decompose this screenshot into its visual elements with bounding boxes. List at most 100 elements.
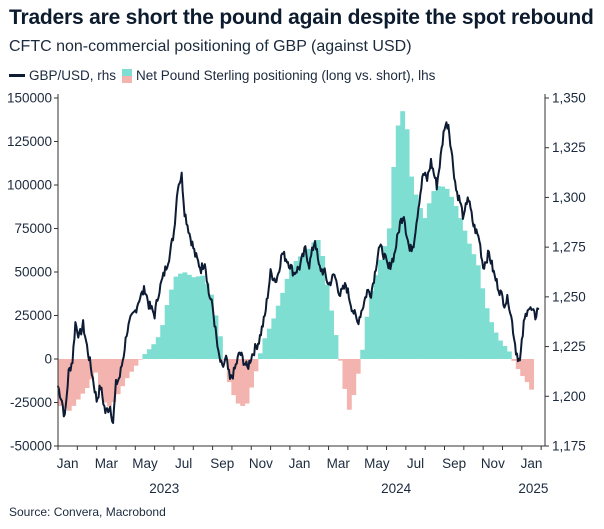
position-bar bbox=[320, 255, 326, 359]
position-bar bbox=[102, 359, 108, 403]
legend-line-swatch bbox=[9, 74, 25, 77]
position-bar bbox=[235, 359, 241, 404]
position-bar bbox=[93, 359, 99, 373]
x-tick-label: Mar bbox=[327, 456, 351, 471]
position-bar bbox=[378, 259, 383, 359]
position-bar bbox=[342, 359, 348, 389]
position-bar bbox=[498, 340, 503, 359]
position-bar bbox=[435, 186, 441, 359]
left-tick-label: -50000 bbox=[10, 439, 52, 454]
line-series bbox=[57, 121, 540, 425]
right-tick-label: 1,350 bbox=[552, 91, 586, 106]
x-tick-label: Jan bbox=[289, 456, 311, 471]
position-bar bbox=[426, 203, 432, 359]
left-tick-label: 75000 bbox=[14, 221, 52, 236]
position-bar bbox=[373, 275, 379, 359]
position-bar bbox=[173, 276, 179, 359]
x-tick-label: May bbox=[132, 456, 158, 471]
position-bar bbox=[209, 294, 214, 359]
x-year-label: 2023 bbox=[149, 481, 179, 496]
position-bar bbox=[400, 111, 406, 359]
position-bar bbox=[204, 283, 210, 359]
position-bar bbox=[458, 218, 463, 359]
x-tick-label: Jul bbox=[175, 456, 192, 471]
axes: 150000 125000 100000 75000 50000 25000 0 -25000… bbox=[7, 91, 586, 497]
left-tick-label: -25000 bbox=[10, 395, 52, 410]
position-bar bbox=[502, 345, 508, 359]
position-bar bbox=[493, 332, 499, 359]
position-bar bbox=[391, 167, 397, 359]
position-bar bbox=[293, 260, 299, 359]
x-year-label: 2025 bbox=[518, 481, 548, 496]
position-bar bbox=[364, 316, 370, 359]
position-bar bbox=[75, 359, 81, 400]
position-bar bbox=[266, 328, 272, 359]
position-bar bbox=[133, 359, 139, 366]
right-tick-label: 1,200 bbox=[552, 389, 586, 404]
position-bar bbox=[475, 265, 481, 359]
position-bar bbox=[71, 359, 77, 406]
legend: GBP/USD, rhs Net Pound Sterling position… bbox=[9, 68, 435, 83]
gbpusd-line bbox=[57, 121, 540, 425]
position-bar bbox=[62, 359, 68, 409]
position-bar bbox=[66, 359, 72, 411]
left-tick-label: 125000 bbox=[7, 134, 52, 149]
position-bar bbox=[258, 353, 263, 359]
position-bar bbox=[169, 289, 174, 359]
left-tick-label: 25000 bbox=[14, 308, 52, 323]
position-bar bbox=[418, 208, 423, 359]
position-bar bbox=[244, 359, 250, 404]
position-bar bbox=[329, 310, 334, 359]
chart-subtitle: CFTC non-commercial positioning of GBP (… bbox=[9, 38, 412, 55]
right-tick-label: 1,250 bbox=[552, 289, 586, 304]
position-bar bbox=[84, 359, 90, 389]
position-bar bbox=[164, 305, 170, 359]
position-bar bbox=[58, 359, 63, 406]
position-bar bbox=[346, 359, 352, 410]
position-bar bbox=[511, 359, 517, 361]
legend-bar-label: Net Pound Sterling positioning (long vs.… bbox=[136, 68, 436, 83]
position-bar bbox=[471, 254, 477, 359]
position-bar bbox=[284, 278, 290, 359]
right-tick-label: 1,300 bbox=[552, 190, 586, 205]
position-bar bbox=[106, 359, 112, 407]
position-bar bbox=[453, 206, 459, 359]
position-bar bbox=[302, 253, 308, 359]
x-tick-label: Nov bbox=[481, 456, 505, 471]
position-bar bbox=[529, 359, 534, 390]
position-bar bbox=[311, 242, 317, 359]
position-bar bbox=[275, 305, 281, 359]
position-bar bbox=[138, 359, 143, 360]
left-tick-label: 150000 bbox=[7, 91, 52, 106]
right-tick-label: 1,325 bbox=[552, 140, 586, 155]
right-tick-label: 1,275 bbox=[552, 240, 586, 255]
bar-series bbox=[58, 111, 534, 411]
position-bar bbox=[444, 188, 450, 359]
position-bar bbox=[462, 230, 468, 359]
position-bar bbox=[142, 354, 148, 359]
position-bar bbox=[449, 196, 454, 359]
position-bar bbox=[324, 284, 330, 359]
position-bar bbox=[484, 308, 490, 359]
position-bar bbox=[191, 277, 197, 359]
x-tick-label: Jan bbox=[521, 456, 543, 471]
x-tick-label: Sep bbox=[210, 456, 234, 471]
position-bar bbox=[160, 325, 166, 359]
position-bar bbox=[249, 359, 254, 388]
position-bar bbox=[182, 272, 188, 359]
position-bar bbox=[298, 256, 303, 359]
position-bar bbox=[218, 336, 223, 359]
position-bar bbox=[195, 276, 201, 359]
left-tick-label: 0 bbox=[44, 352, 52, 367]
position-bar bbox=[262, 338, 268, 359]
position-bar bbox=[395, 125, 401, 360]
position-bar bbox=[111, 359, 117, 403]
position-bar bbox=[280, 292, 286, 359]
position-bar bbox=[480, 288, 486, 359]
position-bar bbox=[351, 359, 357, 396]
position-bar bbox=[315, 239, 321, 359]
position-bar bbox=[98, 359, 103, 391]
position-bar bbox=[289, 266, 294, 359]
position-bar bbox=[386, 228, 392, 359]
position-bar bbox=[178, 273, 183, 359]
